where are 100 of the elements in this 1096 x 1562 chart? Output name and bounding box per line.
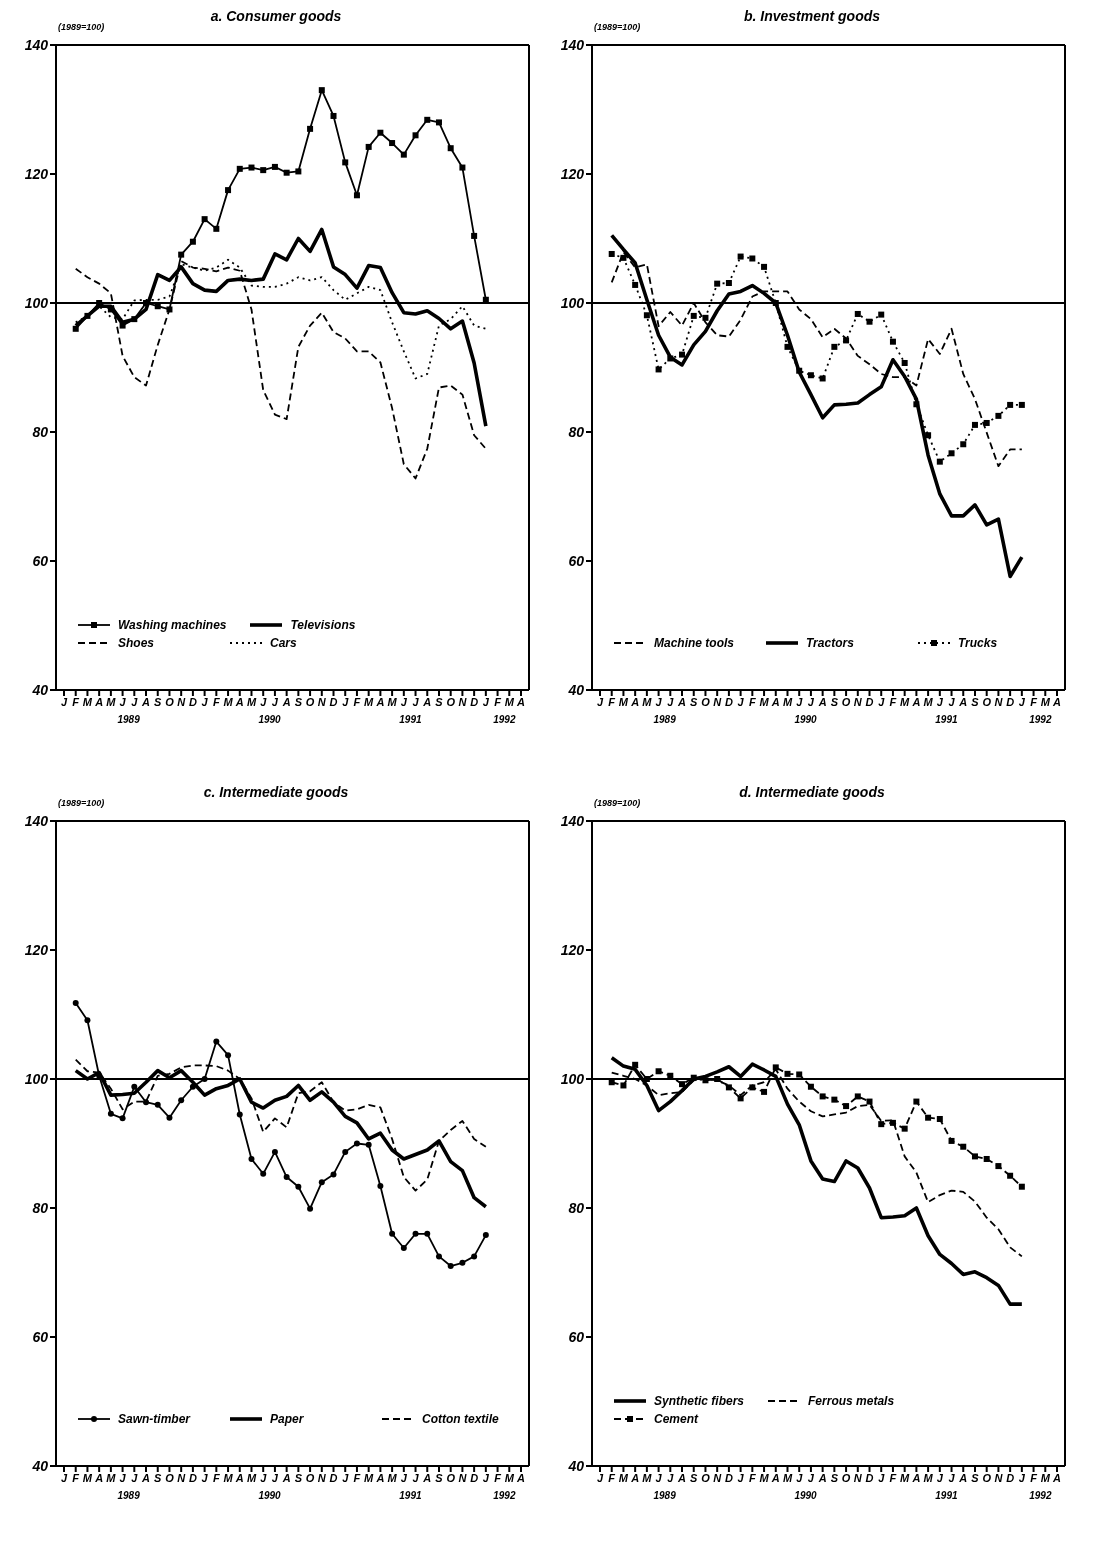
x-tick-label: M xyxy=(106,1471,117,1484)
x-tick-label: S xyxy=(690,695,699,708)
y-tick-label: 60 xyxy=(32,1328,49,1345)
x-tick-label: A xyxy=(94,1471,104,1484)
x-tick-label: J xyxy=(936,695,944,708)
x-tick-label: N xyxy=(458,1471,468,1484)
x-tick-label: J xyxy=(878,1471,886,1484)
x-tick-label: M xyxy=(387,695,398,708)
x-tick-label: O xyxy=(446,1471,456,1484)
text: 1991 xyxy=(398,714,423,725)
x-tick-label: A xyxy=(958,695,968,708)
chart-title: a. Consumer goods xyxy=(210,8,342,24)
x-tick-label: A xyxy=(677,1471,687,1484)
x-tick-label: N xyxy=(458,695,468,708)
x-tick-label: M xyxy=(223,1471,234,1484)
chart-title: d. Intermediate goods xyxy=(739,784,885,800)
x-tick-label: O xyxy=(305,1471,315,1484)
text: 1990 xyxy=(257,1490,282,1501)
x-tick-label: S xyxy=(294,695,303,708)
y-tick-label: 120 xyxy=(560,941,585,958)
x-tick-label: M xyxy=(642,1471,653,1484)
x-tick-label: A xyxy=(375,695,385,708)
x-tick-label: M xyxy=(900,695,911,708)
x-tick-label: J xyxy=(737,695,745,708)
x-tick-label: N xyxy=(713,695,723,708)
x-tick-label: J xyxy=(271,1471,279,1484)
x-tick-label: D xyxy=(470,1471,479,1484)
y-tick-label: 80 xyxy=(32,1199,49,1216)
x-tick-label: O xyxy=(446,695,456,708)
x-tick-label: J xyxy=(400,1471,408,1484)
x-tick-label: A xyxy=(422,1471,432,1484)
text: 1989 xyxy=(116,714,141,725)
x-tick-label: J xyxy=(936,1471,944,1484)
x-tick-label: S xyxy=(971,695,980,708)
x-tick-label: J xyxy=(342,695,350,708)
x-tick-label: S xyxy=(154,1471,163,1484)
y-tick-label: 140 xyxy=(24,812,49,829)
text: 1990 xyxy=(793,1490,818,1501)
x-tick-label: M xyxy=(923,1471,934,1484)
x-tick-label: F xyxy=(212,1471,220,1484)
legend-label: Sawn-timber xyxy=(117,1412,192,1426)
x-tick-label: J xyxy=(201,695,209,708)
x-tick-label: M xyxy=(82,1471,93,1484)
x-tick-label: A xyxy=(422,695,432,708)
x-tick-label: A xyxy=(516,1471,526,1484)
y-tick-label: 60 xyxy=(568,1328,585,1345)
x-tick-label: N xyxy=(994,695,1004,708)
x-tick-label: O xyxy=(701,695,711,708)
x-tick-label: J xyxy=(807,695,815,708)
x-tick-label: D xyxy=(1006,695,1015,708)
legend-label: Synthetic fibers xyxy=(653,1394,745,1408)
x-tick-label: M xyxy=(900,1471,911,1484)
x-tick-label: J xyxy=(260,1471,268,1484)
x-tick-label: D xyxy=(724,1471,733,1484)
x-tick-label: J xyxy=(596,695,604,708)
x-tick-label: D xyxy=(188,695,197,708)
legend-label: Tractors xyxy=(805,636,855,650)
x-tick-label: O xyxy=(841,695,851,708)
x-tick-label: F xyxy=(608,1471,616,1484)
x-tick-label: A xyxy=(677,695,687,708)
x-tick-label: A xyxy=(817,1471,827,1484)
y-tick-label: 80 xyxy=(568,423,585,440)
y-tick-label: 40 xyxy=(567,1457,585,1474)
x-tick-label: N xyxy=(317,695,327,708)
x-tick-label: O xyxy=(165,695,175,708)
y-tick-label: 120 xyxy=(24,165,49,182)
y-tick-label: 40 xyxy=(567,681,585,698)
x-tick-label: D xyxy=(329,695,338,708)
text: 1992 xyxy=(1028,1490,1053,1501)
x-tick-label: S xyxy=(435,695,444,708)
y-tick-label: 100 xyxy=(24,1070,49,1087)
legend-label: Televisions xyxy=(289,618,357,632)
x-tick-label: J xyxy=(1018,1471,1026,1484)
legend-label: Ferrous metals xyxy=(807,1394,896,1408)
text: 1992 xyxy=(492,714,517,725)
x-tick-label: M xyxy=(782,1471,793,1484)
legend-label: Trucks xyxy=(957,636,999,650)
x-tick-label: A xyxy=(281,1471,291,1484)
x-tick-label: J xyxy=(596,1471,604,1484)
x-tick-label: J xyxy=(655,1471,663,1484)
x-tick-label: O xyxy=(165,1471,175,1484)
x-tick-label: J xyxy=(482,695,490,708)
text: 1989 xyxy=(652,1490,677,1501)
x-tick-label: J xyxy=(271,695,279,708)
x-tick-label: A xyxy=(911,695,921,708)
legend-label: Shoes xyxy=(117,636,155,650)
text: 1991 xyxy=(934,1490,959,1501)
text: 1990 xyxy=(793,714,818,725)
x-tick-label: M xyxy=(364,1471,375,1484)
x-tick-label: F xyxy=(494,695,502,708)
x-tick-label: F xyxy=(353,695,361,708)
x-tick-label: J xyxy=(796,1471,804,1484)
x-tick-label: J xyxy=(201,1471,209,1484)
chart-title: b. Investment goods xyxy=(743,8,881,24)
x-tick-label: J xyxy=(260,695,268,708)
x-tick-label: A xyxy=(958,1471,968,1484)
x-tick-label: J xyxy=(131,695,139,708)
x-tick-label: N xyxy=(177,1471,187,1484)
x-tick-label: A xyxy=(817,695,827,708)
x-tick-label: M xyxy=(1040,1471,1051,1484)
